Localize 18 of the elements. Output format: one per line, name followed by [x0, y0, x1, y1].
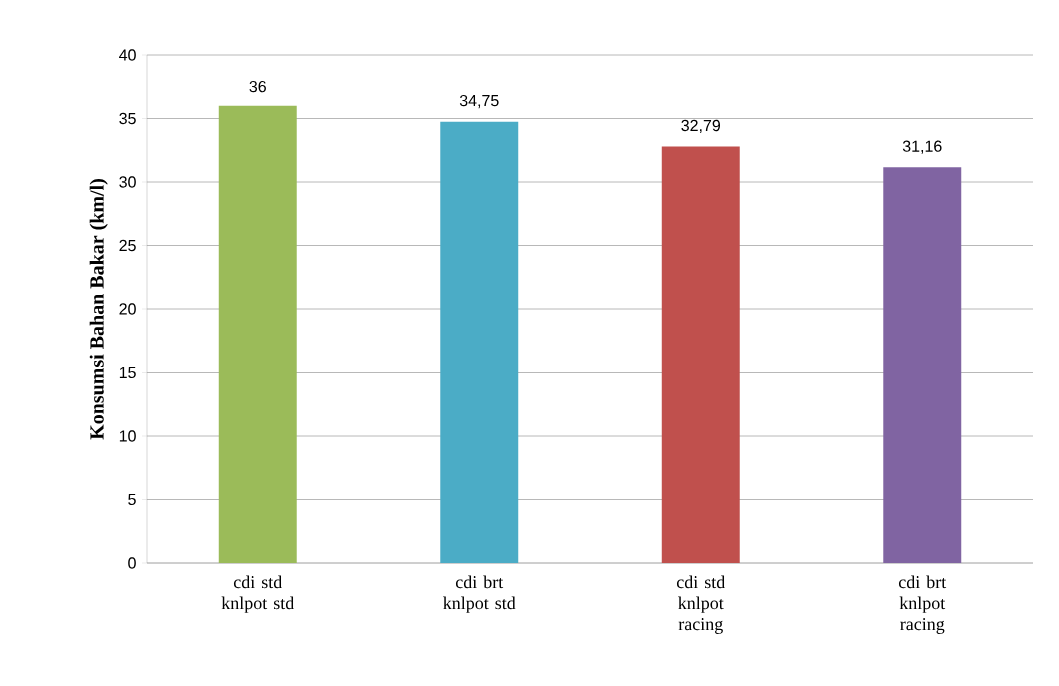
data-label: 32,79: [681, 119, 721, 134]
data-label: 31,16: [902, 140, 942, 154]
data-label: 34,75: [459, 94, 499, 109]
y-tick-label: 10: [119, 430, 136, 442]
x-tick-label: cdi std knlpot std: [221, 575, 295, 613]
y-tick-label: 20: [119, 303, 136, 315]
x-tick-label: cdi std knlpot racing: [676, 575, 726, 634]
x-tick-label: cdi brt knlpot std: [443, 575, 516, 613]
y-tick-label: 5: [128, 493, 136, 506]
x-tick-label: cdi brt knlpot racing: [898, 575, 947, 634]
y-tick-label: 25: [119, 239, 136, 252]
y-tick-label: 35: [119, 112, 136, 125]
y-axis-title: Konsumsi Bahan Bakar (km/l): [89, 179, 108, 440]
y-tick-label: 15: [119, 366, 136, 379]
y-tick-label: 40: [119, 49, 136, 61]
y-tick-label: 0: [128, 557, 136, 569]
y-tick-label: 30: [119, 176, 136, 188]
data-label: 36: [249, 80, 266, 93]
